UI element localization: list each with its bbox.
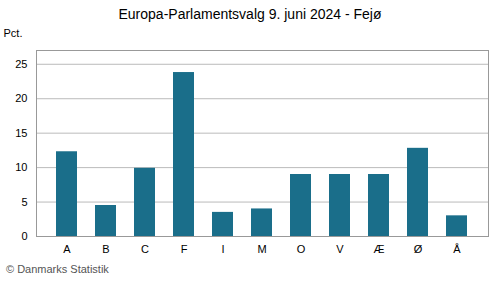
svg-text:20: 20 (15, 92, 27, 104)
svg-text:M: M (257, 243, 266, 255)
svg-text:0: 0 (21, 230, 27, 242)
svg-text:Pct.: Pct. (4, 27, 23, 39)
svg-text:Å: Å (453, 243, 461, 255)
svg-text:V: V (336, 243, 344, 255)
html-text:Europa-Parlamentsvalg 9. juni: Europa-Parlamentsvalg 9. juni 2024 - Fej… (118, 6, 382, 22)
svg-text:A: A (63, 243, 71, 255)
svg-text:F: F (181, 243, 188, 255)
svg-text:I: I (221, 243, 224, 255)
html-text:© Danmarks Statistik: © Danmarks Statistik (6, 263, 109, 275)
svg-text:O: O (297, 243, 306, 255)
svg-text:25: 25 (15, 58, 27, 70)
svg-text:C: C (141, 243, 149, 255)
svg-text:B: B (102, 243, 109, 255)
svg-text:5: 5 (21, 196, 27, 208)
svg-text:10: 10 (15, 161, 27, 173)
svg-text:Æ: Æ (374, 243, 385, 255)
svg-text:15: 15 (15, 127, 27, 139)
svg-text:Ø: Ø (414, 243, 423, 255)
